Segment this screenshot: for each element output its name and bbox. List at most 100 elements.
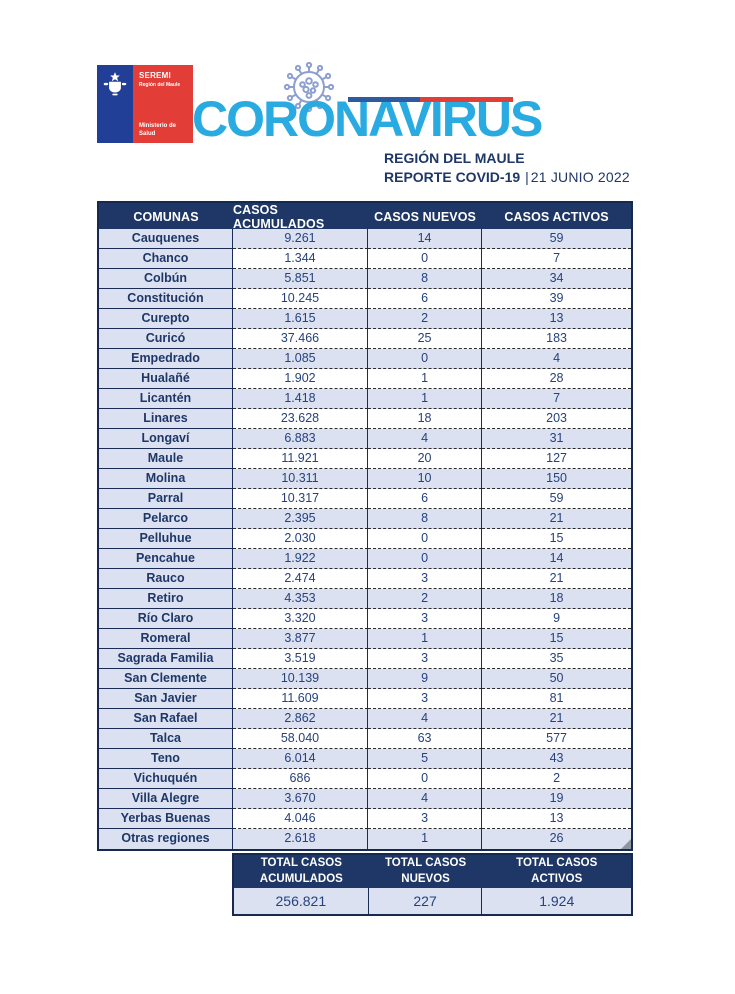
region-title: REGIÓN DEL MAULE: [384, 150, 525, 166]
table-row: San Rafael 2.862 4 21: [99, 709, 631, 729]
commune-name: Otras regiones: [99, 829, 233, 849]
accumulated-cases-value: 686: [232, 769, 368, 789]
table-row: Retiro 4.353 2 18: [99, 589, 631, 609]
corner-fold-decoration: [621, 839, 631, 849]
table-row: Hualañé 1.902 1 28: [99, 369, 631, 389]
table-row: Linares 23.628 18 203: [99, 409, 631, 429]
new-cases-value: 6: [367, 289, 483, 309]
new-cases-value: 20: [367, 449, 483, 469]
table-row: Yerbas Buenas 4.046 3 13: [99, 809, 631, 829]
accumulated-cases-value: 11.921: [232, 449, 368, 469]
brand-line-blue-segment: [348, 97, 420, 102]
active-cases-value: 21: [482, 569, 631, 589]
new-cases-value: 1: [367, 629, 483, 649]
commune-name: San Rafael: [99, 709, 233, 729]
active-cases-value: 81: [482, 689, 631, 709]
accumulated-cases-value: 4.353: [232, 589, 368, 609]
total-accumulated-value: 256.821: [234, 888, 369, 914]
accumulated-cases-value: 1.344: [232, 249, 368, 269]
accumulated-cases-value: 10.245: [232, 289, 368, 309]
accumulated-cases-value: 37.466: [232, 329, 368, 349]
commune-name: Pelluhue: [99, 529, 233, 549]
active-cases-value: 2: [482, 769, 631, 789]
accumulated-cases-value: 10.139: [232, 669, 368, 689]
col-header-casos-acumulados: CASOS ACUMULADOS: [232, 203, 325, 231]
accumulated-cases-value: 2.862: [232, 709, 368, 729]
commune-name: Pelarco: [99, 509, 233, 529]
accumulated-cases-value: 1.902: [232, 369, 368, 389]
new-cases-value: 8: [367, 509, 483, 529]
accumulated-cases-value: 1.418: [232, 389, 368, 409]
total-new-header-line2: NUEVOS: [401, 872, 450, 885]
active-cases-value: 21: [482, 509, 631, 529]
new-cases-value: 3: [367, 809, 483, 829]
new-cases-value: 25: [367, 329, 483, 349]
totals-header-row: TOTAL CASOS ACUMULADOS TOTAL CASOS NUEVO…: [234, 855, 631, 888]
new-cases-value: 14: [367, 229, 483, 249]
brand-line-red-segment: [420, 97, 513, 102]
brand-title: CORONAVIRUS: [192, 91, 543, 147]
accumulated-cases-value: 58.040: [232, 729, 368, 749]
table-row: San Clemente 10.139 9 50: [99, 669, 631, 689]
table-row: Cauquenes 9.261 14 59: [99, 229, 631, 249]
new-cases-value: 63: [367, 729, 483, 749]
new-cases-value: 3: [367, 649, 483, 669]
new-cases-value: 2: [367, 589, 483, 609]
table-row: Constitución 10.245 6 39: [99, 289, 631, 309]
table-row: Empedrado 1.085 0 4: [99, 349, 631, 369]
new-cases-value: 1: [367, 389, 483, 409]
table-row: Colbún 5.851 8 34: [99, 269, 631, 289]
new-cases-value: 4: [367, 789, 483, 809]
commune-name: Longaví: [99, 429, 233, 449]
active-cases-value: 150: [482, 469, 631, 489]
table-row: San Javier 11.609 3 81: [99, 689, 631, 709]
accumulated-cases-value: 1.615: [232, 309, 368, 329]
table-row: Curicó 37.466 25 183: [99, 329, 631, 349]
logo-seremi-label: SEREMI: [139, 71, 171, 80]
commune-name: Villa Alegre: [99, 789, 233, 809]
active-cases-value: 39: [482, 289, 631, 309]
commune-name: Rauco: [99, 569, 233, 589]
col-header-casos-activos: CASOS ACTIVOS: [504, 210, 609, 224]
gov-logo-text-panel: SEREMI Región del Maule Ministerio de Sa…: [133, 65, 193, 143]
table-row: Romeral 3.877 1 15: [99, 629, 631, 649]
new-cases-value: 5: [367, 749, 483, 769]
accumulated-cases-value: 2.618: [232, 829, 368, 849]
report-date: 21 JUNIO 2022: [530, 169, 630, 185]
total-accumulated-header-line1: TOTAL CASOS: [260, 856, 342, 869]
total-new-header: TOTAL CASOS NUEVOS: [369, 855, 483, 888]
commune-name: Retiro: [99, 589, 233, 609]
table-row: Teno 6.014 5 43: [99, 749, 631, 769]
table-row: Pencahue 1.922 0 14: [99, 549, 631, 569]
col-header-casos-nuevos: CASOS NUEVOS: [374, 210, 476, 224]
active-cases-value: 35: [482, 649, 631, 669]
table-row: Vichuquén 686 0 2: [99, 769, 631, 789]
table-body: Cauquenes 9.261 14 59 Chanco 1.344 0 7 Colbún 5.8…: [99, 229, 631, 849]
commune-name: Constitución: [99, 289, 233, 309]
new-cases-value: 0: [367, 249, 483, 269]
active-cases-value: 4: [482, 349, 631, 369]
commune-name: Empedrado: [99, 349, 233, 369]
table-row: Rauco 2.474 3 21: [99, 569, 631, 589]
report-label: REPORTE COVID-19: [384, 169, 521, 185]
commune-name: San Javier: [99, 689, 233, 709]
report-subtitle: REPORTE COVID-19 | 21 JUNIO 2022: [384, 169, 630, 185]
active-cases-value: 183: [482, 329, 631, 349]
commune-name: Río Claro: [99, 609, 233, 629]
active-cases-value: 14: [482, 549, 631, 569]
accumulated-cases-value: 2.030: [232, 529, 368, 549]
active-cases-value: 127: [482, 449, 631, 469]
active-cases-value: 15: [482, 529, 631, 549]
accumulated-cases-value: 3.320: [232, 609, 368, 629]
new-cases-value: 0: [367, 769, 483, 789]
active-cases-value: 21: [482, 709, 631, 729]
table-row: Longaví 6.883 4 31: [99, 429, 631, 449]
accumulated-cases-value: 10.311: [232, 469, 368, 489]
total-active-header-line2: ACTIVOS: [531, 872, 583, 885]
new-cases-value: 6: [367, 489, 483, 509]
commune-name: Yerbas Buenas: [99, 809, 233, 829]
commune-name: Licantén: [99, 389, 233, 409]
active-cases-value: 15: [482, 629, 631, 649]
new-cases-value: 3: [367, 609, 483, 629]
